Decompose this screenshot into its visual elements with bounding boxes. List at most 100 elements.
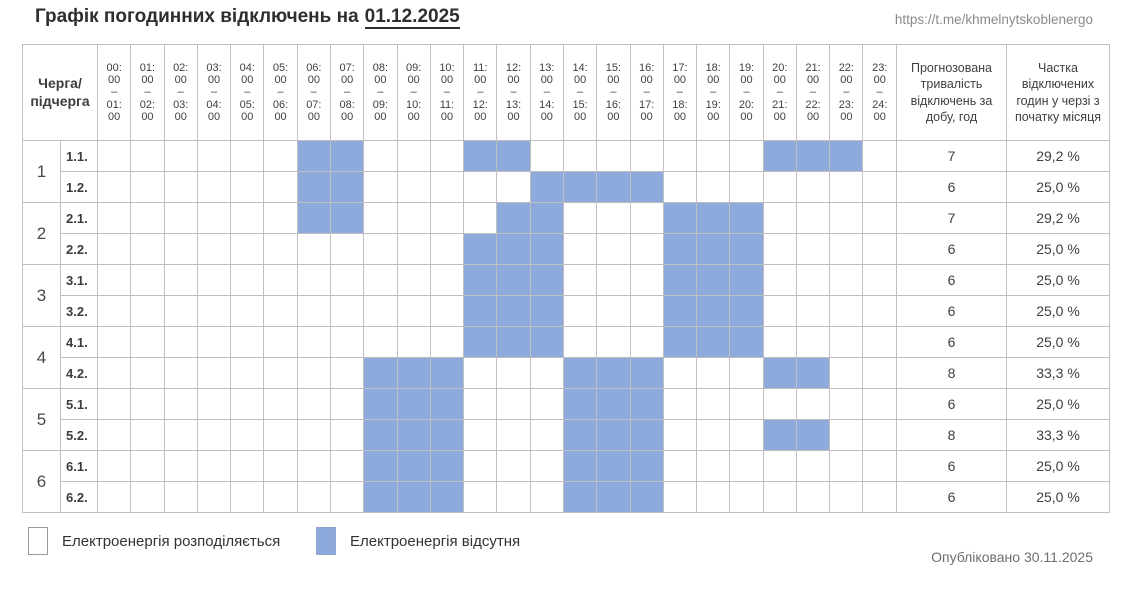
share-value: 25,0 % xyxy=(1006,388,1110,420)
schedule-cell xyxy=(296,450,331,482)
duration-value: 6 xyxy=(896,326,1007,358)
schedule-cell xyxy=(263,233,298,265)
schedule-cell xyxy=(463,419,498,451)
schedule-cell xyxy=(795,264,831,296)
schedule-cell xyxy=(696,295,731,327)
schedule-cell xyxy=(429,295,465,327)
schedule-cell xyxy=(496,202,531,234)
schedule-cell xyxy=(196,357,232,389)
schedule-cell xyxy=(829,357,864,389)
schedule-cell xyxy=(363,419,398,451)
subqueue-label: 6.1. xyxy=(59,450,99,482)
queue-column-header: Черга/ підчерга xyxy=(21,44,99,141)
schedule-cell xyxy=(496,326,531,358)
schedule-cell xyxy=(729,233,764,265)
subqueue-label: 6.2. xyxy=(59,481,99,513)
schedule-cell xyxy=(363,450,398,482)
schedule-cell xyxy=(596,233,631,265)
hour-header-19: 19: 00 – 20: 00 xyxy=(729,44,764,141)
schedule-cell xyxy=(429,419,465,451)
schedule-cell xyxy=(363,481,398,513)
subqueue-label: 5.2. xyxy=(59,419,99,451)
schedule-cell xyxy=(529,481,564,513)
schedule-cell xyxy=(463,357,498,389)
schedule-cell xyxy=(97,481,132,513)
schedule-cell xyxy=(163,388,198,420)
schedule-cell xyxy=(596,419,631,451)
schedule-cell xyxy=(97,295,132,327)
schedule-cell xyxy=(363,326,398,358)
schedule-cell xyxy=(662,295,698,327)
schedule-cell xyxy=(296,326,331,358)
schedule-cell xyxy=(97,264,132,296)
schedule-row-4.1: 4 4.1. 6 25,0 % xyxy=(22,326,1110,389)
schedule-row-3.1: 3 3.1. 6 25,0 % xyxy=(22,264,1110,327)
schedule-cell xyxy=(396,357,431,389)
schedule-cell xyxy=(496,388,531,420)
subqueue-label: 2.1. xyxy=(59,202,99,234)
schedule-cell xyxy=(130,140,165,172)
schedule-cell xyxy=(762,140,797,172)
schedule-cell xyxy=(596,357,631,389)
schedule-cell xyxy=(529,264,564,296)
duration-value: 6 xyxy=(896,264,1007,296)
hour-header-6: 06: 00 – 07: 00 xyxy=(296,44,331,141)
share-value: 25,0 % xyxy=(1006,233,1110,265)
schedule-cell xyxy=(163,357,198,389)
hour-header-4: 04: 00 – 05: 00 xyxy=(230,44,265,141)
schedule-cell xyxy=(296,264,331,296)
schedule-cell xyxy=(629,264,664,296)
share-value: 25,0 % xyxy=(1006,171,1110,203)
title-date: 01.12.2025 xyxy=(364,6,460,29)
schedule-cell xyxy=(729,450,764,482)
share-value: 25,0 % xyxy=(1006,481,1110,513)
schedule-cell xyxy=(496,295,531,327)
hour-header-5: 05: 00 – 06: 00 xyxy=(263,44,298,141)
schedule-cell xyxy=(163,295,198,327)
schedule-cell xyxy=(429,264,465,296)
legend: Електроенергія розподіляється Електроене… xyxy=(28,527,928,557)
schedule-cell xyxy=(696,450,731,482)
schedule-cell xyxy=(163,326,198,358)
schedule-cell xyxy=(762,171,797,203)
subqueue-label: 3.1. xyxy=(59,264,99,296)
schedule-cell xyxy=(696,233,731,265)
queue-number-4: 4 xyxy=(22,326,61,389)
hour-header-10: 10: 00 – 11: 00 xyxy=(429,44,465,141)
hour-header-1: 01: 00 – 02: 00 xyxy=(130,44,165,141)
schedule-cell xyxy=(662,450,698,482)
corner-line-1: Черга/ xyxy=(38,75,82,91)
schedule-cell xyxy=(596,481,631,513)
schedule-cell xyxy=(862,450,897,482)
schedule-cell xyxy=(230,233,265,265)
schedule-cell xyxy=(496,264,531,296)
schedule-cell xyxy=(762,450,797,482)
corner-line-2: підчерга xyxy=(30,92,90,109)
schedule-cell xyxy=(463,140,498,172)
share-value: 33,3 % xyxy=(1006,419,1110,451)
schedule-cell xyxy=(263,264,298,296)
schedule-cell xyxy=(463,233,498,265)
schedule-cell xyxy=(463,326,498,358)
schedule-cell xyxy=(196,264,232,296)
schedule-cell xyxy=(496,419,531,451)
schedule-cell xyxy=(696,171,731,203)
schedule-row-1.1: 1 1.1. 7 29,2 % xyxy=(22,140,1110,203)
schedule-cell xyxy=(329,233,365,265)
schedule-cell xyxy=(296,140,331,172)
schedule-cell xyxy=(329,450,365,482)
schedule-cell xyxy=(463,202,498,234)
schedule-cell xyxy=(196,171,232,203)
schedule-cell xyxy=(396,326,431,358)
schedule-cell xyxy=(529,450,564,482)
schedule-cell xyxy=(163,264,198,296)
schedule-cell xyxy=(529,233,564,265)
schedule-cell xyxy=(429,171,465,203)
schedule-cell xyxy=(829,450,864,482)
schedule-cell xyxy=(396,481,431,513)
share-value: 29,2 % xyxy=(1006,202,1110,234)
schedule-cell xyxy=(263,388,298,420)
duration-value: 6 xyxy=(896,171,1007,203)
schedule-cell xyxy=(729,326,764,358)
schedule-cell xyxy=(596,326,631,358)
